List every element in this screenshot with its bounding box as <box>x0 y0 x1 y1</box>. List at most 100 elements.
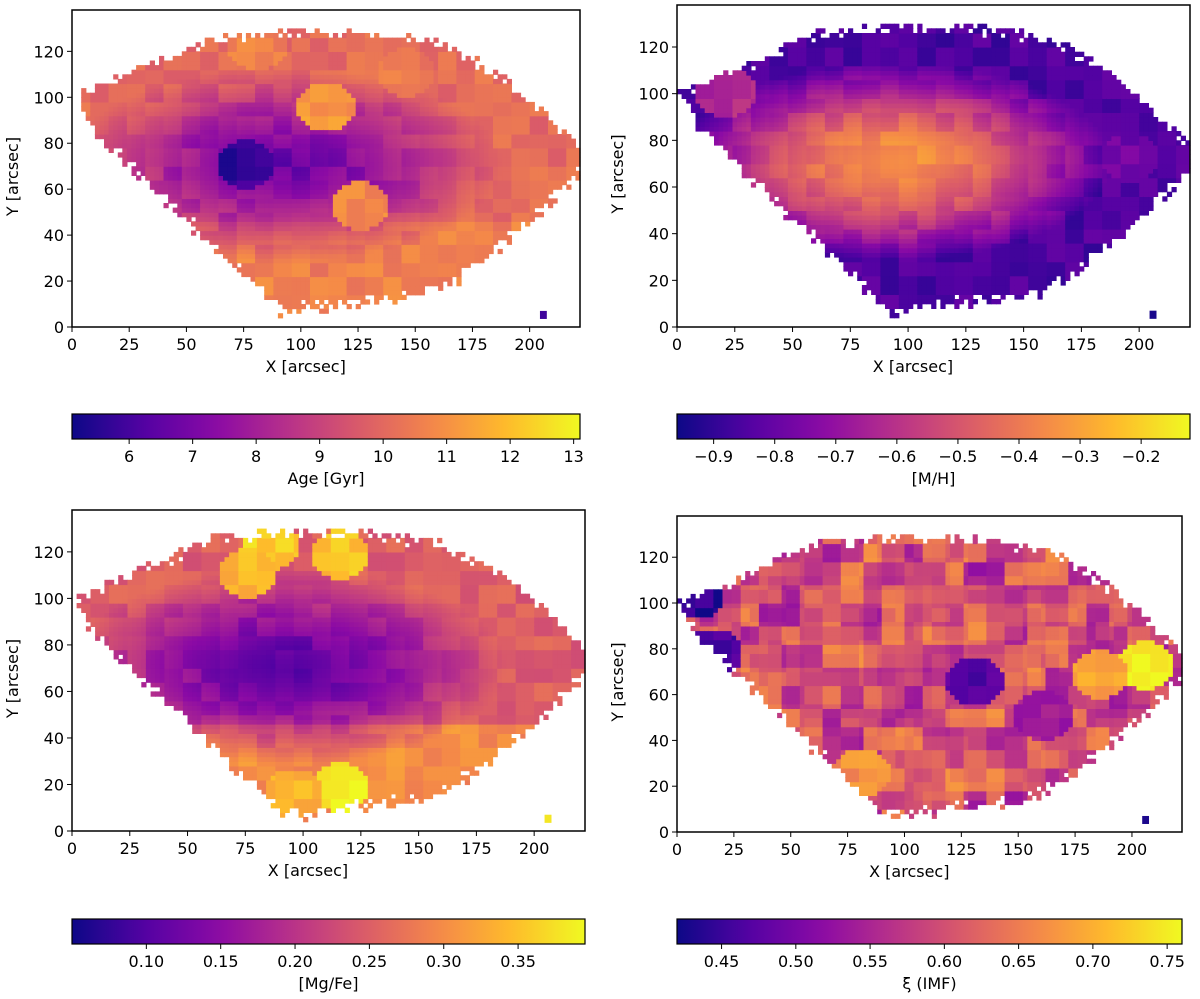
heatmap-cell <box>154 101 160 108</box>
heatmap-cell <box>378 111 384 117</box>
heatmap-cell <box>255 74 261 80</box>
heatmap-cell <box>774 177 780 183</box>
heatmap-cell <box>506 134 512 140</box>
heatmap-cell <box>236 161 242 167</box>
heatmap-cell <box>277 55 284 62</box>
heatmap-cell <box>140 166 146 172</box>
heatmap-cell <box>168 97 174 103</box>
heatmap-cell <box>227 230 233 236</box>
heatmap-cell <box>227 152 233 158</box>
heatmap-cell <box>774 131 780 137</box>
heatmap-cell <box>323 33 329 39</box>
heatmap-cell <box>538 212 544 218</box>
heatmap-cell <box>396 221 403 227</box>
heatmap-cell <box>483 207 490 213</box>
heatmap-cell <box>209 143 215 149</box>
heatmap-cell <box>438 184 444 190</box>
heatmap-cell <box>442 88 448 94</box>
heatmap-cell <box>332 42 339 48</box>
heatmap-cell <box>511 166 517 172</box>
heatmap-cell <box>245 216 252 222</box>
heatmap-cell <box>433 129 439 135</box>
heatmap-cell <box>168 69 174 75</box>
heatmap-cell <box>456 281 462 287</box>
heatmap-cell <box>264 147 270 153</box>
heatmap-cell <box>250 83 256 89</box>
heatmap-cell <box>195 74 201 80</box>
heatmap-cell <box>145 161 151 167</box>
heatmap-cell <box>159 161 165 167</box>
heatmap-cell <box>543 170 549 176</box>
heatmap-cell <box>406 69 412 75</box>
heatmap-cell <box>419 115 425 121</box>
heatmap-cell <box>296 138 302 144</box>
heatmap-cell <box>145 134 151 140</box>
heatmap-cell <box>232 207 238 213</box>
heatmap-cell <box>732 75 738 81</box>
heatmap-cell <box>273 152 279 158</box>
heatmap-cell <box>686 93 692 99</box>
heatmap-cell <box>154 175 160 181</box>
heatmap-cell <box>310 221 316 227</box>
heatmap-cell <box>465 193 471 199</box>
heatmap-cell <box>218 193 224 199</box>
heatmap-cell <box>154 166 160 172</box>
heatmap-cell <box>548 138 554 144</box>
heatmap-cell <box>186 193 192 199</box>
heatmap-cell <box>259 55 265 62</box>
heatmap-cell <box>323 74 329 80</box>
heatmap-cell <box>392 106 398 112</box>
heatmap-cell <box>774 93 780 99</box>
heatmap-cell <box>543 143 549 149</box>
heatmap-cell <box>755 135 761 141</box>
heatmap-cell <box>191 230 197 236</box>
heatmap-cell <box>332 33 339 39</box>
heatmap-cell <box>479 129 485 135</box>
heatmap-cell <box>424 88 430 94</box>
heatmap-cell <box>465 55 471 62</box>
heatmap-cell <box>273 74 279 80</box>
heatmap-cell <box>355 138 361 144</box>
heatmap-cell <box>415 106 421 112</box>
heatmap-cell <box>232 101 238 108</box>
heatmap-cell <box>470 239 476 245</box>
heatmap-cell <box>328 221 334 227</box>
heatmap-cell <box>204 78 210 85</box>
heatmap-cell <box>191 69 197 75</box>
heatmap-cell <box>213 180 220 186</box>
heatmap-cell <box>351 281 357 287</box>
heatmap-cell <box>406 285 412 291</box>
heatmap-cell <box>406 207 412 213</box>
heatmap-cell <box>209 69 215 75</box>
heatmap-cell <box>538 124 544 131</box>
heatmap-cell <box>461 138 467 144</box>
heatmap-cell <box>429 276 435 282</box>
heatmap-cell <box>328 65 334 71</box>
heatmap-cell <box>241 267 247 273</box>
y-tick-label: 0 <box>54 318 64 337</box>
heatmap-cell <box>177 101 183 108</box>
heatmap-cell <box>241 74 247 80</box>
heatmap-cell <box>534 120 540 126</box>
heatmap-cell <box>401 74 407 80</box>
heatmap-cell <box>136 65 142 71</box>
heatmap-cell <box>268 111 274 117</box>
heatmap-cell <box>695 98 701 104</box>
heatmap-cell <box>410 216 416 222</box>
heatmap-cell <box>378 92 384 98</box>
heatmap-cell <box>346 221 352 227</box>
heatmap-cell <box>342 244 348 250</box>
heatmap-cell <box>264 92 270 98</box>
heatmap-cell <box>383 65 389 71</box>
heatmap-cell <box>81 97 87 103</box>
heatmap-cell <box>227 78 233 85</box>
heatmap-cell <box>300 267 306 273</box>
heatmap-cell <box>332 147 339 153</box>
heatmap-cell <box>273 129 279 135</box>
heatmap-cell <box>778 149 784 155</box>
heatmap-cell <box>113 88 119 94</box>
heatmap-cell <box>136 134 142 140</box>
heatmap-cell <box>419 74 425 80</box>
heatmap-cell <box>755 159 761 165</box>
heatmap-cell <box>502 180 508 186</box>
